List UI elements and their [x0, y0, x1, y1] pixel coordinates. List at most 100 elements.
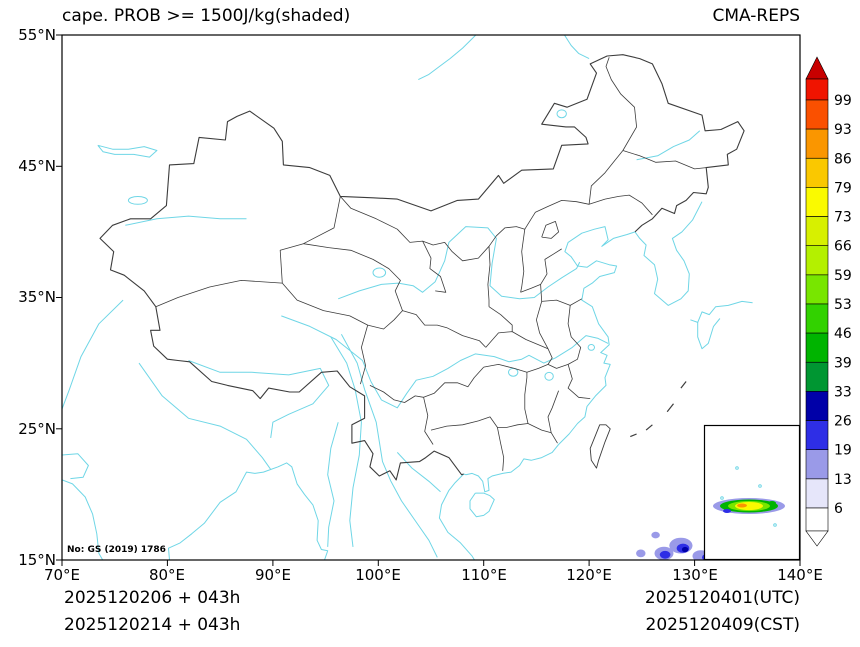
colorbar-labels: 99 93 86 79 73 66 59 53 46 39 33 26 19 13 6: [834, 93, 852, 517]
river-or-coast-line: [340, 334, 438, 558]
inset-island-dot: [720, 496, 724, 500]
province-border: [497, 427, 505, 471]
river-or-coast-line: [62, 453, 89, 480]
river-or-coast-line: [125, 215, 247, 226]
river-or-coast-line: [697, 318, 721, 350]
river-or-coast-line: [563, 35, 590, 60]
ryukyu-island-mark: [630, 433, 637, 438]
inset-island-dot: [735, 466, 739, 470]
river-or-coast-line: [281, 315, 609, 409]
south-china-sea-inset: [703, 424, 801, 561]
x-axis-label: 70°E: [43, 566, 81, 584]
province-border: [487, 246, 491, 307]
river-or-coast-line: [188, 360, 330, 438]
province-border: [547, 390, 559, 433]
lake-outline: [587, 344, 595, 351]
inset-probability-blob: [768, 501, 776, 505]
colorbar-segment: [805, 158, 829, 188]
river-or-coast-line: [338, 226, 581, 300]
hydro-layer: [62, 35, 753, 560]
inset-island-dot: [758, 484, 762, 488]
province-border: [155, 279, 283, 308]
colorbar-over-arrow: [805, 56, 829, 80]
taiwan-island: [589, 424, 611, 469]
province-border: [520, 229, 526, 293]
probability-shading-layer: [636, 531, 711, 560]
lake-outline: [372, 267, 387, 278]
colorbar-label: 39: [834, 355, 852, 371]
province-border: [303, 243, 403, 311]
init-time-cst: 2025120214 + 043h: [64, 615, 241, 635]
river-or-coast-line: [396, 452, 441, 493]
colorbar-under-arrow: [805, 530, 829, 547]
colorbar-label: 33: [834, 384, 852, 400]
colorbar-label: 13: [834, 472, 852, 488]
river-or-coast-line: [418, 35, 477, 81]
plot-title: cape. PROB >= 1500J/kg(shaded): [62, 6, 351, 26]
model-name: CMA-REPS: [712, 6, 800, 26]
inset-probability-blob: [723, 509, 731, 513]
colorbar-segment: [805, 274, 829, 305]
colorbar-segment: [805, 361, 829, 392]
colorbar-segment: [805, 99, 829, 130]
river-or-coast-line: [690, 300, 753, 323]
probability-blob: [681, 546, 689, 553]
inset-island-dot: [773, 523, 777, 527]
province-border: [567, 364, 591, 399]
colorbar-segment: [805, 303, 829, 334]
ryukyu-island-mark: [666, 403, 674, 413]
x-axis-label: 80°E: [148, 566, 186, 584]
colorbar-label: 59: [834, 268, 852, 284]
x-axis-label: 130°E: [672, 566, 718, 584]
province-border: [340, 196, 606, 262]
political-borders-layer: [99, 54, 745, 481]
valid-time-cst: 2025120409(CST): [645, 615, 800, 635]
probability-blob: [659, 550, 671, 559]
province-border: [367, 310, 403, 330]
province-border: [423, 366, 484, 398]
river-or-coast-line: [138, 362, 272, 470]
province-border: [369, 385, 424, 403]
colorbar-label: 79: [834, 180, 852, 196]
province-border: [485, 331, 549, 350]
y-axis-label: 15°N: [18, 551, 56, 569]
river-or-coast-line: [97, 144, 158, 158]
inset-frame: [703, 424, 801, 561]
y-axis-label: 35°N: [18, 288, 56, 306]
colorbar: [805, 56, 829, 547]
colorbar-label: 73: [834, 210, 852, 226]
province-border: [360, 324, 369, 385]
province-border: [402, 310, 487, 348]
river-or-coast-line: [327, 422, 339, 547]
lake-outline: [508, 367, 519, 377]
y-axis-label: 25°N: [18, 420, 56, 438]
lake-outline: [556, 109, 567, 119]
river-or-coast-line: [62, 299, 124, 410]
river-or-coast-line: [168, 462, 329, 560]
river-or-coast-line: [469, 492, 495, 518]
x-axis-label: 110°E: [461, 566, 507, 584]
colorbar-segment: [805, 128, 829, 159]
river-or-coast-line: [438, 473, 476, 560]
province-border: [281, 282, 368, 326]
colorbar-segment: [805, 332, 829, 363]
x-axis-label: 140°E: [777, 566, 823, 584]
colorbar-label: 86: [834, 151, 852, 167]
probability-blob: [651, 531, 660, 539]
colorbar-segment: [805, 78, 829, 101]
province-border: [520, 248, 562, 293]
colorbar-label: 53: [834, 297, 852, 313]
province-border: [547, 348, 553, 365]
colorbar-label: 46: [834, 326, 852, 342]
province-border: [423, 397, 434, 445]
province-border: [541, 298, 582, 306]
lake-outline: [544, 371, 554, 381]
colorbar-label: 26: [834, 414, 852, 430]
x-axis-label: 90°E: [254, 566, 292, 584]
x-axis-label: 120°E: [566, 566, 612, 584]
river-or-coast-line: [330, 336, 362, 547]
province-border: [497, 423, 558, 444]
river-or-coast-line: [634, 201, 703, 306]
map-license-note: No: GS (2019) 1786: [67, 545, 166, 555]
province-border: [279, 196, 341, 284]
